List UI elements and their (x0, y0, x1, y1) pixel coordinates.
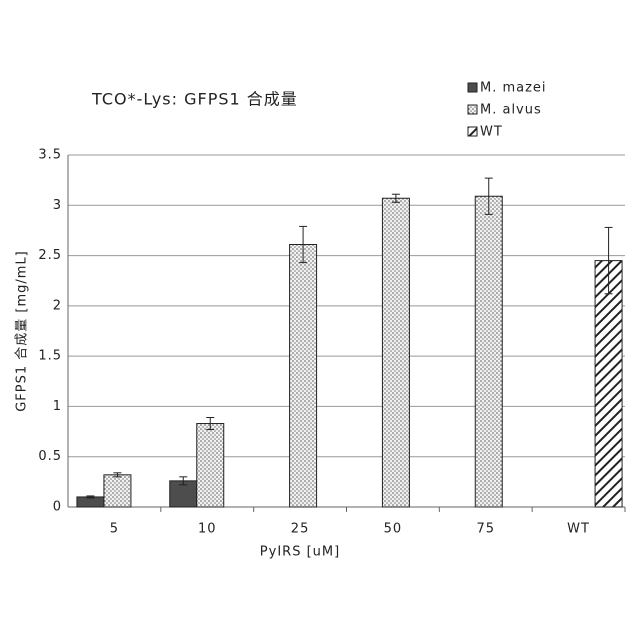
y-tick-label: 2 (53, 298, 62, 313)
chart-title: TCO*-Lys: GFPS1 合成量 (91, 90, 298, 109)
x-axis-label: PyIRS [uM] (260, 545, 340, 560)
x-tick-label: 5 (110, 522, 119, 537)
legend-label: WT (480, 125, 503, 140)
y-tick-label: 3.5 (38, 148, 62, 163)
legend-swatch (468, 127, 477, 136)
x-tick-label: 25 (291, 522, 310, 537)
x-tick-label: WT (567, 522, 590, 537)
y-tick-label: 3 (53, 198, 62, 213)
y-tick-label: 2.5 (38, 248, 62, 263)
x-tick-label: 50 (384, 522, 403, 537)
bar (595, 261, 622, 507)
y-tick-label: 1 (53, 399, 62, 414)
bar (197, 424, 224, 507)
bar (382, 198, 409, 507)
legend-label: M. alvus (480, 103, 542, 118)
bar (77, 497, 104, 507)
legend-swatch (468, 105, 477, 114)
x-tick-label: 10 (198, 522, 217, 537)
bar (475, 196, 502, 507)
bar (104, 475, 131, 507)
y-tick-label: 0.5 (38, 449, 62, 464)
legend-label: M. mazei (480, 81, 547, 96)
y-tick-label: 0 (53, 500, 62, 515)
y-axis-label: GFPS1 合成量 [mg/mL] (15, 250, 30, 412)
y-tick-label: 1.5 (38, 349, 62, 364)
chart: TCO*-Lys: GFPS1 合成量 PyIRS [uM] GFPS1 合成量… (0, 0, 640, 640)
x-tick-label: 75 (476, 522, 495, 537)
bar (290, 245, 317, 507)
legend-swatch (468, 83, 477, 92)
